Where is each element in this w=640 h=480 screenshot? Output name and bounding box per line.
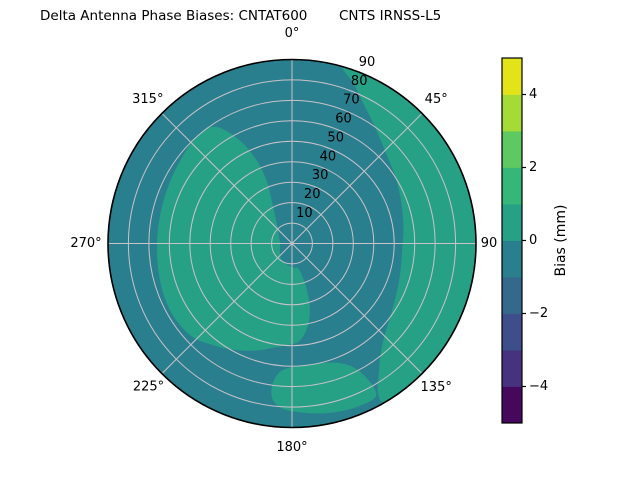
title-right: CNTS IRNSS-L5 <box>339 8 442 24</box>
colorbar-axis-label: Bias (mm) <box>553 204 569 276</box>
theta-tick-label-180: 180° <box>276 440 307 455</box>
polar-grid <box>108 59 476 428</box>
r-tick-label-50: 50 <box>327 131 344 146</box>
polar-plot: 10 20 30 40 50 60 70 80 90 0° 45° 90 135° 180° 225° 270… <box>70 26 497 455</box>
title-left: Delta Antenna Phase Biases: CNTAT600 <box>40 8 308 24</box>
colorbar-band-9 <box>502 58 522 95</box>
theta-tick-label-135: 135° <box>421 380 452 395</box>
colorbar-band-7 <box>502 131 522 168</box>
colorbar-tick-label--2: −2 <box>529 306 548 321</box>
theta-tick-label-270: 270° <box>70 236 101 251</box>
grid-radial-315 <box>161 113 293 244</box>
grid-radial-45 <box>291 113 423 244</box>
r-tick-label-90: 90 <box>359 55 376 70</box>
r-tick-label-60: 60 <box>335 112 352 127</box>
r-tick-label-10: 10 <box>296 206 313 221</box>
polar-rim <box>107 58 477 429</box>
theta-tick-label-0: 0° <box>285 26 300 41</box>
colorbar-band-8 <box>502 94 522 132</box>
contour-regions <box>157 66 476 414</box>
grid-radial-135 <box>291 243 423 374</box>
colorbar-band-2 <box>502 313 522 351</box>
contour-region-south-arc <box>271 362 377 414</box>
colorbar-tick-label--4: −4 <box>529 379 548 394</box>
colorbar: 4 2 0 −2 −4 Bias (mm) <box>501 57 569 424</box>
r-tick-label-20: 20 <box>304 187 321 202</box>
theta-tick-label-45: 45° <box>425 92 448 107</box>
colorbar-band-6 <box>502 167 522 205</box>
theta-tick-label-315: 315° <box>132 92 163 107</box>
r-tick-label-40: 40 <box>320 149 337 164</box>
contour-region-east-crescent <box>342 66 476 403</box>
colorbar-tick-label-4: 4 <box>529 87 537 102</box>
colorbar-band-0 <box>502 386 522 424</box>
colorbar-tick-label-0: 0 <box>529 233 537 248</box>
figure-title: Delta Antenna Phase Biases: CNTAT600 CNT… <box>0 8 640 26</box>
contour-region-west-lobe <box>157 126 310 351</box>
r-tick-label-70: 70 <box>343 93 360 108</box>
theta-tick-label-90: 90 <box>481 236 498 251</box>
colorbar-band-5 <box>502 204 522 241</box>
r-tick-label-80: 80 <box>351 74 368 89</box>
r-tick-label-30: 30 <box>312 168 329 183</box>
colorbar-band-1 <box>502 350 522 387</box>
colorbar-band-3 <box>502 277 522 314</box>
colorbar-tick-label-2: 2 <box>529 160 537 175</box>
colorbar-band-4 <box>502 240 522 278</box>
theta-tick-label-225: 225° <box>133 380 164 395</box>
grid-radial-225 <box>161 243 293 374</box>
